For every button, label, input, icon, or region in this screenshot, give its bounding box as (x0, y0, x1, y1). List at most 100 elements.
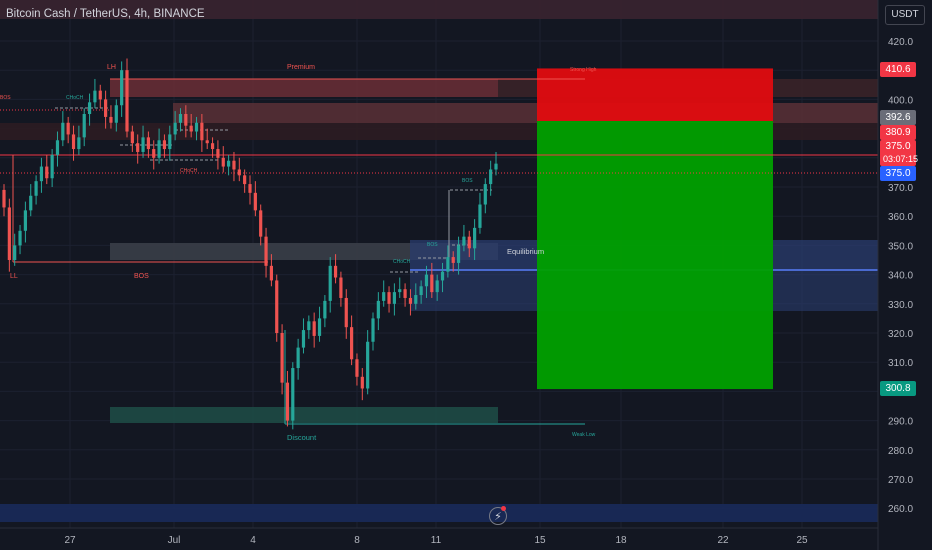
price-axis[interactable] (878, 0, 932, 550)
candle-body (387, 292, 391, 304)
x-tick-label: 15 (534, 535, 546, 546)
y-tick-label: 260.0 (888, 504, 913, 515)
price-tag-stop: 410.6 (880, 62, 916, 77)
candle-body (483, 184, 487, 205)
candle-body (162, 140, 167, 150)
candle-body (398, 289, 402, 293)
candle-body (77, 137, 81, 150)
candle-body (109, 116, 113, 123)
candle-body (462, 236, 466, 246)
y-tick-label: 280.0 (888, 446, 913, 457)
candle-body (301, 330, 306, 348)
candle-body (184, 114, 188, 126)
candle-body (350, 327, 354, 360)
candle-body (328, 265, 332, 301)
equilibrium-zone (110, 243, 498, 260)
take-profit-zone[interactable] (537, 121, 773, 390)
candle-body (71, 134, 76, 150)
candle-body (189, 125, 193, 132)
annotation-choch-3: CHoCH (393, 259, 411, 265)
x-tick-label: 25 (796, 535, 808, 546)
discount-zone (110, 407, 498, 423)
candle-body (430, 274, 434, 293)
annotation-discount: Discount (287, 433, 317, 442)
y-tick-label: 340.0 (888, 271, 913, 282)
candle-body (344, 297, 348, 328)
candle-body (275, 280, 279, 333)
annotation-bos-2: BOS (427, 242, 438, 248)
candle-body (307, 321, 311, 331)
candle-body (264, 236, 268, 266)
candle-body (382, 292, 386, 301)
candle-body (419, 286, 423, 296)
candle-body (50, 154, 54, 179)
candle-body (371, 318, 375, 342)
y-tick-label: 270.0 (888, 475, 913, 486)
candle-body (408, 297, 413, 304)
candle-body (285, 382, 290, 421)
candle-body (317, 318, 322, 336)
annotation-equilibrium: Equilibrium (507, 247, 544, 256)
candle-body (29, 195, 33, 211)
candle-body (366, 341, 370, 389)
bottom-blue-strip (0, 504, 878, 522)
candle-body (414, 295, 418, 304)
x-tick-label: Jul (168, 535, 181, 546)
candle-body (243, 175, 247, 185)
x-tick-label: 27 (64, 535, 76, 546)
y-tick-label: 290.0 (888, 417, 913, 428)
annotation-strong-high: Strong High (570, 67, 597, 73)
candle-body (456, 245, 461, 263)
candle-body (296, 347, 300, 369)
annotation-ll: LL (10, 273, 18, 280)
candle-body (392, 292, 396, 304)
candle-body (291, 368, 295, 421)
currency-selector[interactable]: USDT (885, 5, 925, 25)
candle-body (39, 166, 44, 182)
candle-body (34, 181, 38, 196)
candle-body (403, 289, 407, 298)
lightning-icon[interactable]: ⚡ (489, 507, 507, 525)
candle-body (446, 257, 450, 272)
candle-body (82, 114, 86, 138)
x-tick-label: 8 (354, 535, 360, 546)
candle-body (435, 280, 439, 293)
price-tag-entry: 380.9 (880, 125, 916, 140)
annotation-bos-3: BOS (462, 178, 473, 184)
candle-body (125, 70, 129, 132)
candle-body (333, 265, 338, 278)
candle-body (467, 236, 471, 249)
candle-body (178, 114, 183, 123)
x-tick-label: 22 (717, 535, 729, 546)
candle-body (18, 230, 22, 246)
candle-body (66, 122, 70, 135)
annotation-choch-2: CHoCH (180, 168, 198, 174)
x-tick-label: 4 (250, 535, 256, 546)
stop-loss-zone[interactable] (537, 68, 773, 122)
candle-body (114, 105, 118, 123)
candle-body (221, 157, 225, 167)
candle-body (136, 143, 140, 152)
candle-body (210, 143, 215, 150)
notification-dot (501, 506, 506, 511)
x-tick-label: 18 (615, 535, 627, 546)
candle-body (7, 207, 11, 260)
candle-body (61, 122, 65, 141)
candle-body (451, 257, 455, 263)
candle-body (253, 192, 257, 211)
candle-body (232, 160, 236, 170)
candle-body (339, 277, 343, 298)
top-premium-strip (0, 0, 878, 19)
candle-body (376, 300, 380, 319)
candle-body (280, 333, 284, 383)
candle-body (312, 321, 316, 336)
price-tag-blue: 375.0 (880, 166, 916, 181)
annotation-lh: LH (107, 64, 116, 71)
candle-body (440, 271, 445, 281)
candle-body (200, 122, 204, 141)
candle-body (93, 90, 97, 103)
candle-body (360, 376, 364, 389)
candle-body (259, 210, 263, 237)
y-tick-label: 320.0 (888, 329, 913, 340)
